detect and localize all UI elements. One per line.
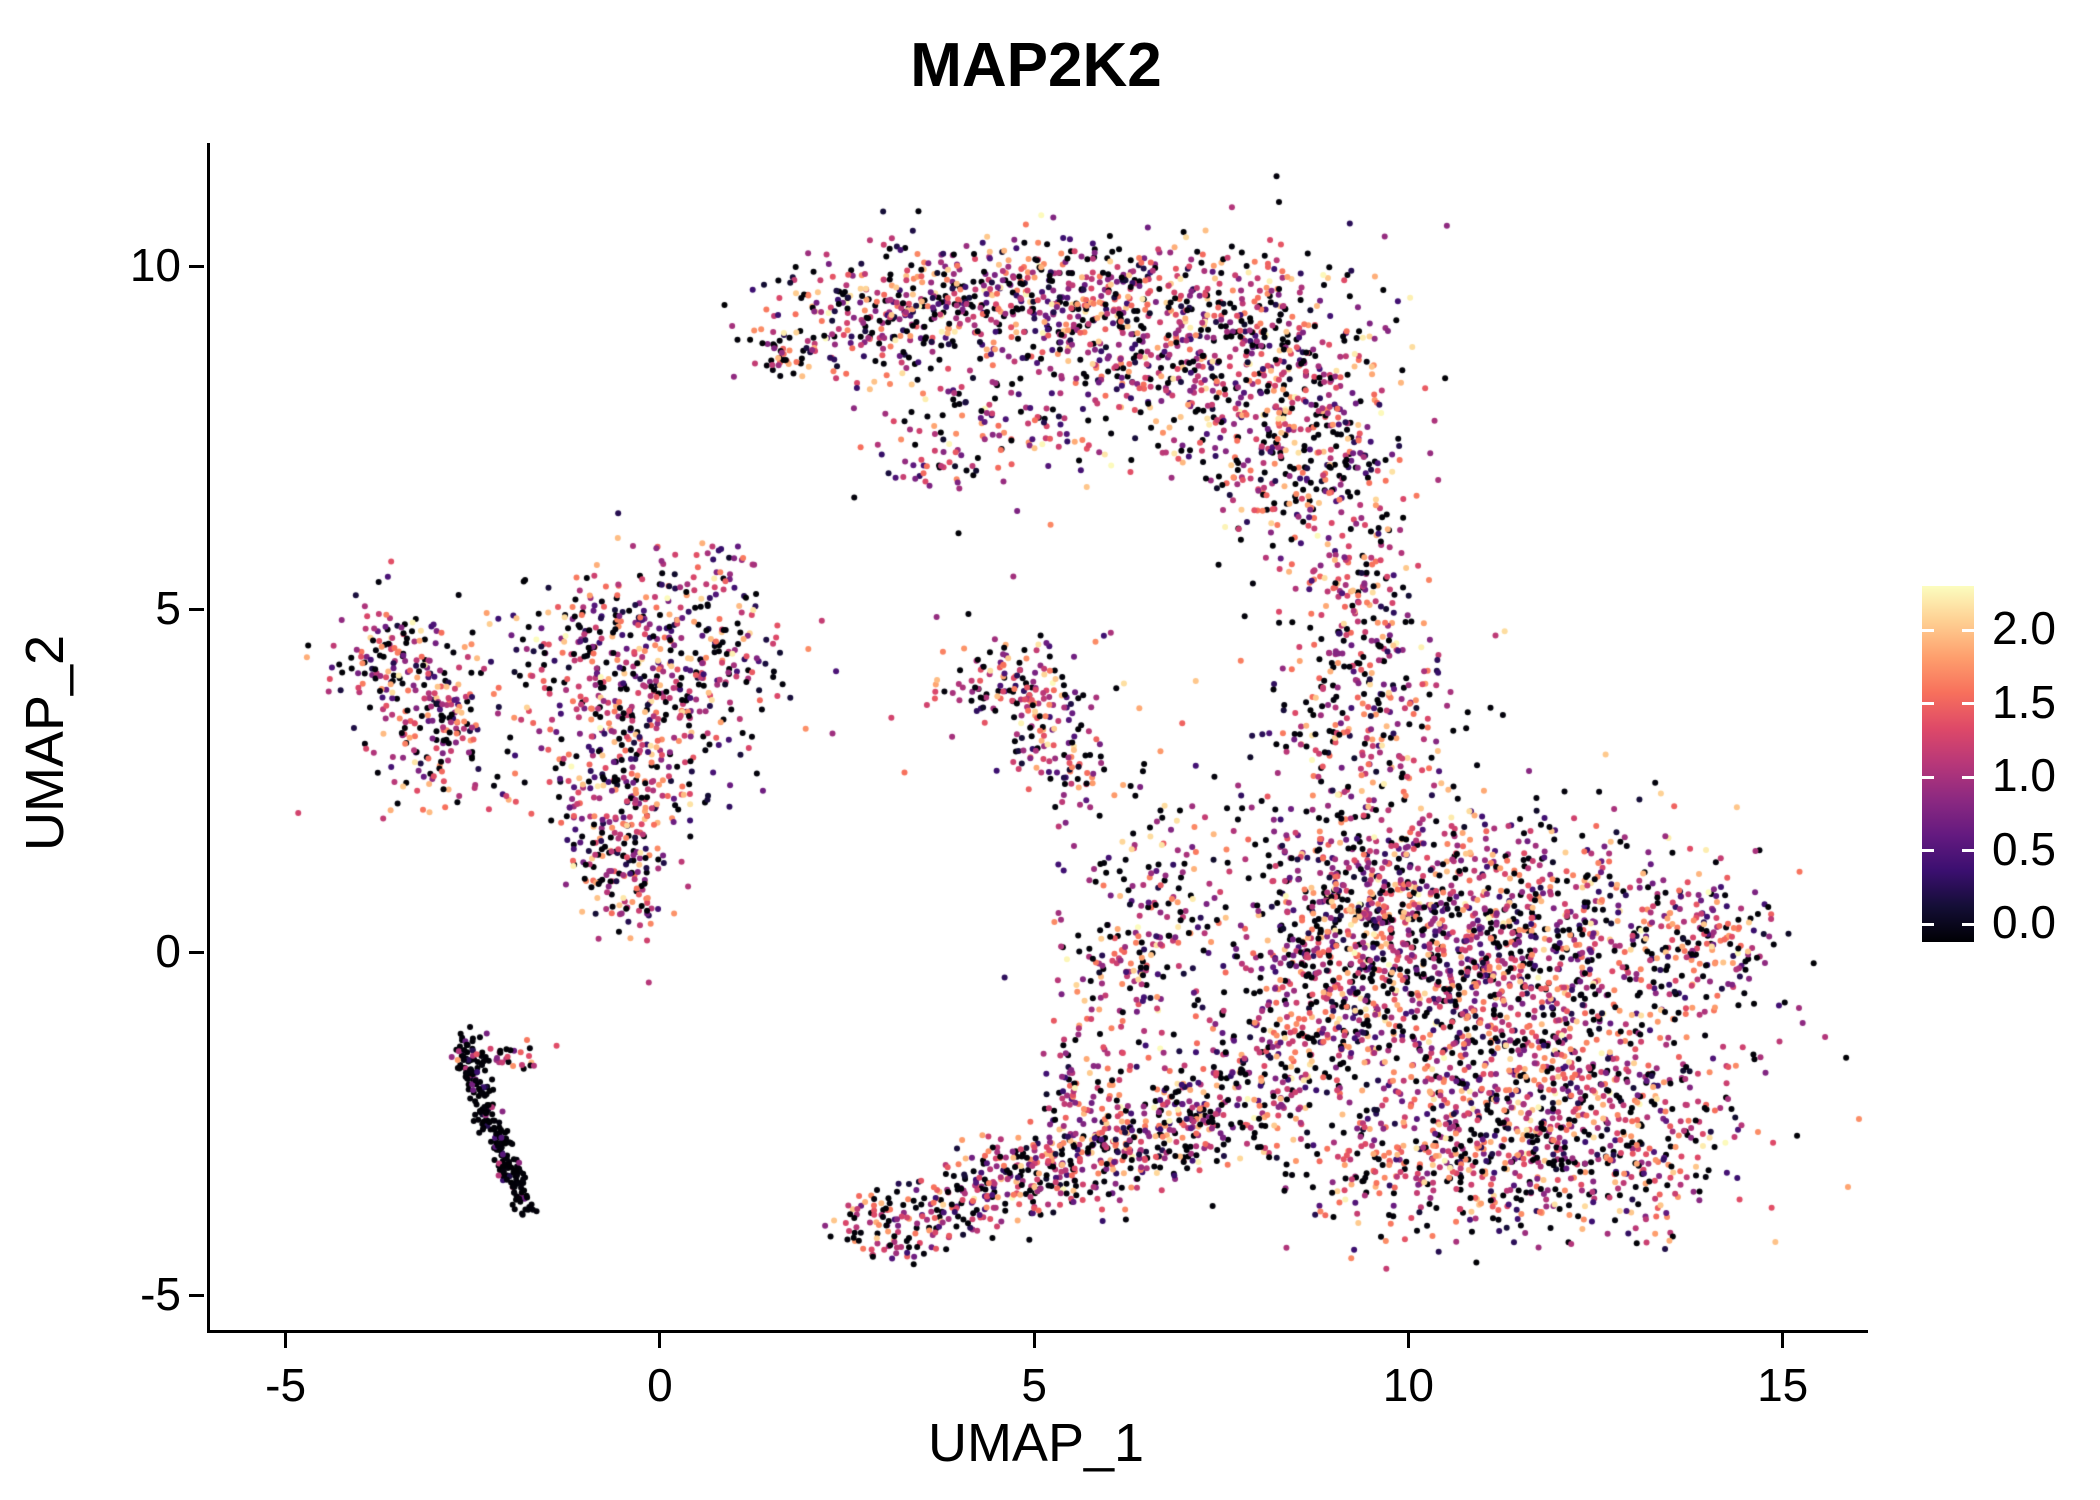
x-tick-mark-15 — [1781, 1333, 1785, 1348]
colorbar-tick-1.0-left — [1922, 775, 1934, 779]
colorbar-label-2.0: 2.0 — [1992, 602, 2056, 655]
y-tick-mark-5 — [189, 608, 204, 612]
colorbar-tick-1.5-left — [1922, 702, 1934, 706]
y-tick-mark--5 — [189, 1294, 204, 1298]
x-tick-label-5: 5 — [1021, 1359, 1047, 1411]
colorbar-label-0.0: 0.0 — [1992, 896, 2056, 949]
colorbar-label-1.0: 1.0 — [1992, 749, 2056, 802]
y-tick-label-0: 0 — [155, 924, 181, 977]
colorbar-tick-0.5-right — [1962, 849, 1974, 853]
colorbar-tick-0.0-right — [1962, 922, 1974, 926]
chart-title: MAP2K2 — [910, 31, 1162, 100]
colorbar-tick-1.5-right — [1962, 702, 1974, 706]
x-tick-label-10: 10 — [1382, 1359, 1434, 1411]
x-tick-mark-5 — [1032, 1333, 1036, 1348]
y-tick-mark-10 — [189, 265, 204, 268]
colorbar-tick-2.0-right — [1962, 628, 1974, 632]
y-tick-label-5: 5 — [155, 581, 181, 634]
y-tick-mark-0 — [189, 951, 204, 955]
x-axis-title: UMAP_1 — [927, 1413, 1145, 1473]
colorbar-label-0.5: 0.5 — [1992, 822, 2056, 875]
colorbar-tick-0.5-left — [1922, 849, 1934, 853]
colorbar-tick-1.0-right — [1962, 775, 1974, 779]
x-tick-mark-0 — [658, 1333, 662, 1348]
colorbar-gradient — [1922, 586, 1974, 942]
x-tick-mark-10 — [1406, 1333, 1410, 1348]
colorbar-tick-2.0-left — [1922, 628, 1934, 632]
colorbar-tick-0.0-left — [1922, 922, 1934, 926]
x-tick-label-15: 15 — [1757, 1359, 1809, 1411]
x-tick-mark--5 — [284, 1333, 288, 1348]
plot-panel-axis-lines — [207, 143, 1868, 1333]
x-tick-label--5: -5 — [265, 1359, 307, 1411]
y-tick-label-10: 10 — [129, 238, 181, 291]
y-axis-title: UMAP_2 — [15, 634, 75, 852]
x-tick-label-0: 0 — [647, 1359, 673, 1411]
colorbar-label-1.5: 1.5 — [1992, 675, 2056, 728]
y-tick-label--5: -5 — [140, 1267, 181, 1320]
